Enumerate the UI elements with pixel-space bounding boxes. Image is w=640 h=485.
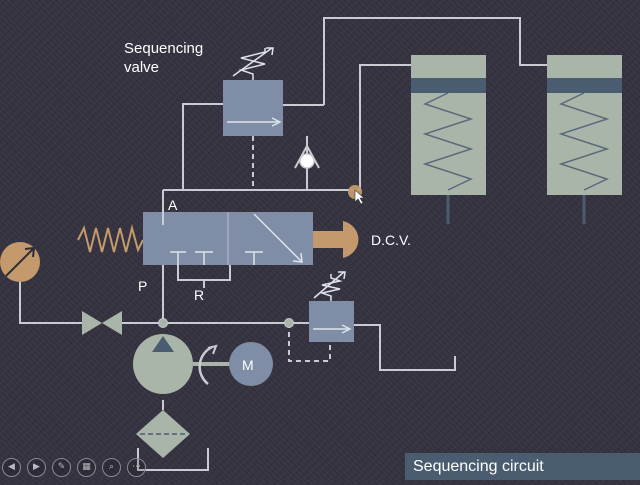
port-r-label: R bbox=[194, 287, 205, 303]
relief-adjust-arrow-icon bbox=[313, 271, 346, 299]
slide-title: Sequencing circuit bbox=[405, 453, 640, 480]
sequencing-valve-label-line-1: Sequencing valve bbox=[124, 40, 204, 76]
check-valve bbox=[294, 143, 320, 169]
sequencing-valve bbox=[223, 47, 283, 136]
line-reservoir bbox=[137, 448, 209, 471]
cylinder-1-spring-icon bbox=[422, 92, 474, 191]
check-valve-ball-icon bbox=[299, 153, 315, 169]
pump-rotation-icon bbox=[198, 345, 213, 385]
cylinder-1-body bbox=[411, 55, 486, 195]
slideshow-toolbar: ◀ ▶ ✎ ▦ ⌕ ⋯ bbox=[2, 458, 146, 478]
dcv-push-button-icon bbox=[343, 221, 359, 258]
sequencing-valve-label: Sequencing valve bbox=[124, 39, 203, 77]
pressure-gauge bbox=[0, 242, 40, 282]
cylinder-1-piston bbox=[411, 78, 486, 93]
port-p-label: P bbox=[138, 278, 148, 294]
pump-outlet-junction bbox=[158, 318, 168, 328]
dcv-flow-line bbox=[253, 213, 303, 263]
shutoff-valve-left-icon bbox=[82, 311, 102, 335]
cylinder-2-spring-icon bbox=[558, 92, 610, 191]
zoom-button[interactable]: ⌕ bbox=[102, 458, 121, 477]
pump bbox=[133, 334, 230, 394]
previous-slide-button[interactable]: ◀ bbox=[2, 458, 21, 477]
cylinder-2 bbox=[547, 55, 622, 224]
dcv-flow-arrow-icon bbox=[292, 252, 303, 263]
slides-grid-button[interactable]: ▦ bbox=[77, 458, 96, 477]
electric-motor bbox=[229, 342, 273, 386]
shutoff-valve bbox=[82, 311, 122, 335]
directional-control-valve bbox=[77, 212, 359, 265]
filter-body-icon bbox=[136, 410, 190, 458]
cylinder-2-piston bbox=[547, 78, 622, 93]
filter bbox=[136, 410, 190, 458]
cylinder-1 bbox=[411, 55, 486, 224]
check-valve-seat-icon bbox=[294, 143, 320, 169]
dcv-left-blocked-icon bbox=[195, 251, 213, 265]
line-to-cylinder-1 bbox=[359, 64, 411, 190]
adjustable-arrow-icon bbox=[232, 47, 274, 77]
pressure-gauge-arrow-icon bbox=[24, 246, 36, 258]
sequencing-valve-body bbox=[223, 80, 283, 136]
line-to-cylinder-2 bbox=[323, 17, 547, 105]
relief-valve-spring-icon bbox=[319, 274, 343, 301]
dcv-left-envelope-ports bbox=[162, 212, 186, 265]
sequencing-valve-arrow-icon bbox=[271, 117, 282, 127]
pump-direction-icon bbox=[152, 336, 174, 352]
pilot-lines bbox=[252, 136, 331, 362]
next-slide-button[interactable]: ▶ bbox=[27, 458, 46, 477]
mouse-cursor-icon bbox=[354, 189, 365, 205]
port-a-label: A bbox=[168, 197, 178, 213]
dcv-spring-icon bbox=[77, 224, 144, 253]
relief-valve-body bbox=[309, 301, 354, 342]
pressure-gauge-needle-icon bbox=[5, 248, 34, 277]
pump-rotation-arrow-icon bbox=[207, 344, 218, 355]
dcv-label: D.C.V. bbox=[371, 232, 411, 248]
relief-valve-arrow-icon bbox=[341, 324, 352, 334]
pump-body bbox=[133, 334, 193, 394]
relief-junction bbox=[284, 318, 294, 328]
line-return-r bbox=[177, 265, 231, 281]
relief-valve bbox=[309, 271, 354, 342]
dcv-plunger-stem bbox=[313, 231, 343, 248]
dcv-right-blocked-icon bbox=[245, 251, 263, 265]
line-tank bbox=[353, 324, 456, 371]
shutoff-valve-right-icon bbox=[102, 311, 122, 335]
line-gauge bbox=[19, 280, 82, 324]
line-valve-inlet bbox=[182, 103, 223, 190]
relief-pilot-line bbox=[288, 323, 331, 362]
motor-label: M bbox=[242, 357, 254, 373]
pen-tool-button[interactable]: ✎ bbox=[52, 458, 71, 477]
sequencing-valve-spring-icon bbox=[238, 48, 266, 80]
cylinder-2-body bbox=[547, 55, 622, 195]
more-options-button[interactable]: ⋯ bbox=[127, 458, 146, 477]
